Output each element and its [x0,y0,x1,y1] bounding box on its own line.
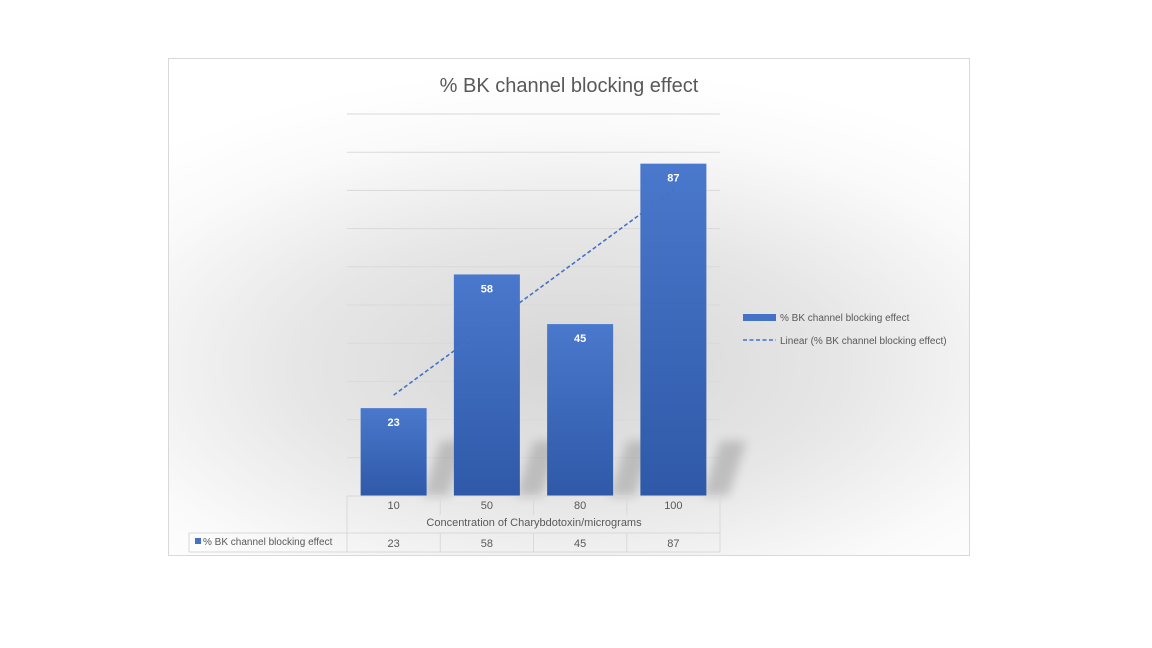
bar-value-label: 87 [667,173,679,185]
bar [640,163,707,496]
value-labels: 23 58 45 87 [388,173,680,429]
trendline-layer [393,189,674,396]
bar-value-label: 58 [481,283,493,295]
bars [360,163,707,496]
x-tick-label: 10 [388,500,400,512]
bar-shadow [702,441,747,496]
x-axis-title: Concentration of Charybdotoxin/microgram… [426,517,642,529]
x-tick-label: 100 [664,500,682,512]
bar [547,324,614,496]
x-tick-label: 50 [481,500,493,512]
table-legend-key [195,538,201,544]
x-tick-label: 80 [574,500,586,512]
trendline [393,189,674,396]
legend-trend-label: Linear (% BK channel blocking effect) [780,336,947,347]
legend-bar-label: % BK channel blocking effect [780,313,910,324]
chart-svg: % BK channel blocking effect 23 58 45 87 10… [188,75,947,553]
chart-frame: % BK channel blocking effect 23 58 45 87 10… [168,58,970,556]
bar-value-label: 45 [574,333,586,345]
table-value-cell: 58 [481,538,493,550]
table-value-cell: 23 [388,538,400,550]
table-row-label: % BK channel blocking effect [203,537,333,548]
table-value-cell: 87 [667,538,679,550]
bar [453,274,520,496]
legend: % BK channel blocking effect Linear (% B… [743,313,947,347]
table-value-cell: 45 [574,538,586,550]
bar [360,408,427,496]
legend-bar-swatch [743,314,776,321]
bar-value-label: 23 [388,417,400,429]
data-table: 10 50 80 100 23 58 45 87 % BK channel blocking e… [188,495,721,553]
chart-title: % BK channel blocking effect [440,75,699,97]
